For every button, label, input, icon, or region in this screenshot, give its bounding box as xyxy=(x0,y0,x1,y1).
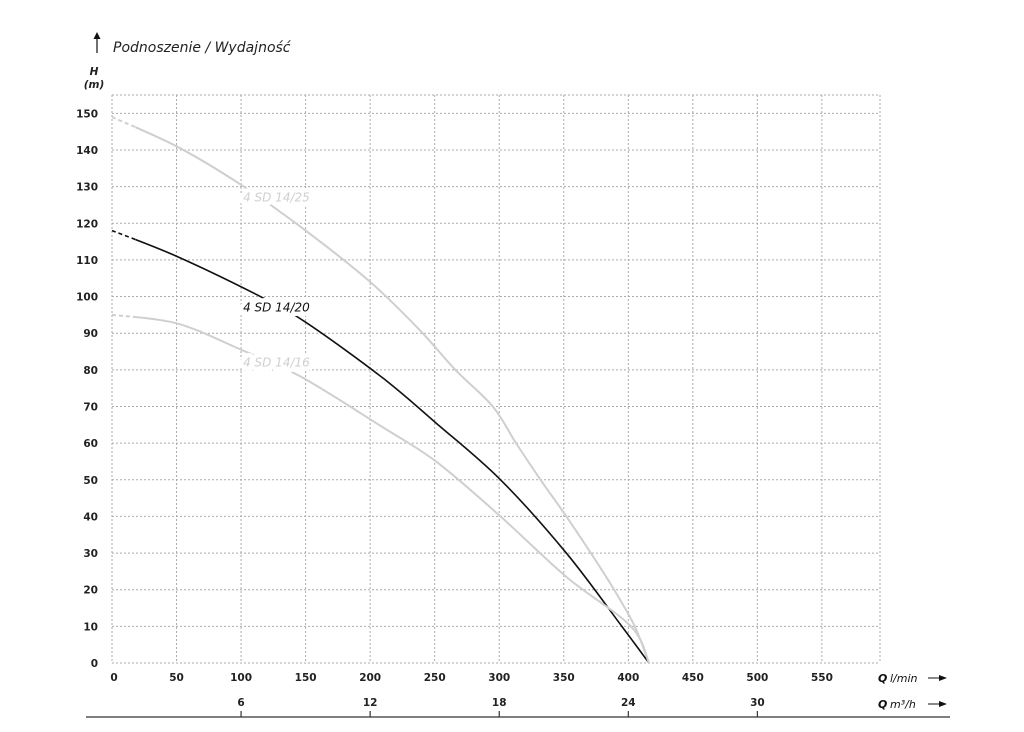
y-tick-label: 50 xyxy=(83,475,98,487)
y-tick-label: 10 xyxy=(83,621,98,633)
x-axis-label: Q xyxy=(878,672,887,685)
x2-tick-label: 18 xyxy=(492,697,507,709)
y-tick-label: 70 xyxy=(83,401,98,413)
x2-tick-label: 6 xyxy=(237,697,244,709)
y-tick-label: 100 xyxy=(76,292,98,304)
y-tick-label: 80 xyxy=(83,365,98,377)
series-line-dashed xyxy=(111,229,136,241)
curves xyxy=(111,116,650,664)
y-tick-label: 110 xyxy=(76,255,98,267)
x-tick-label: 350 xyxy=(553,672,575,684)
x-tick-label: 200 xyxy=(359,672,381,684)
x-tick-label: 300 xyxy=(488,672,510,684)
y-tick-label: 140 xyxy=(76,145,98,157)
x-tick-label: 150 xyxy=(295,672,317,684)
x-tick-labels: 0 50 100 150 200 250 300 350 400 450 500 550 xyxy=(110,672,833,684)
x-tick-label: 500 xyxy=(746,672,768,684)
x-tick-label: 550 xyxy=(811,672,833,684)
series-line xyxy=(135,238,650,664)
series-label: 4 SD 14/25 xyxy=(243,191,310,205)
y-axis-label: H xyxy=(90,66,99,78)
x2-axis-unit: m³/h xyxy=(890,698,916,711)
x-tick-label: 250 xyxy=(424,672,446,684)
series-line xyxy=(135,315,650,664)
series-line xyxy=(135,125,650,664)
y-tick-label: 20 xyxy=(83,585,98,597)
y-tick-label: 60 xyxy=(83,438,98,450)
x-tick-label: 400 xyxy=(617,672,639,684)
y-axis-unit: (m) xyxy=(84,79,105,91)
series-label: 4 SD 14/16 xyxy=(243,356,310,370)
y-tick-labels: 0 10 20 30 40 50 60 70 80 90 100 110 120 130 140 150 xyxy=(76,108,98,670)
y-tick-label: 150 xyxy=(76,108,98,120)
x-tick-label: 450 xyxy=(682,672,704,684)
right-arrow-icon xyxy=(928,701,947,707)
series-label: 4 SD 14/20 xyxy=(243,301,310,315)
curve-labels: 4 SD 14/25 4 SD 14/20 4 SD 14/16 xyxy=(239,186,315,374)
x2-tick-label: 12 xyxy=(363,697,378,709)
up-arrow-icon xyxy=(93,32,101,53)
x-axis-unit: l/min xyxy=(890,672,918,685)
x-tick-label: 0 xyxy=(110,672,117,684)
y-tick-label: 40 xyxy=(83,511,98,523)
x2-tick-label: 30 xyxy=(750,697,765,709)
y-tick-label: 130 xyxy=(76,182,98,194)
right-arrow-icon xyxy=(928,675,947,681)
x2-axis-label: Q xyxy=(878,698,887,711)
series-line-dashed xyxy=(111,313,136,318)
chart-title: Podnoszenie / Wydajność xyxy=(113,40,292,56)
y-tick-label: 90 xyxy=(83,328,98,340)
grid xyxy=(111,94,881,664)
x2-tick-label: 24 xyxy=(621,697,636,709)
y-tick-label: 30 xyxy=(83,548,98,560)
y-tick-label: 0 xyxy=(91,658,98,670)
y-tick-label: 120 xyxy=(76,218,98,230)
x2-tick-labels: 6 12 18 24 30 xyxy=(237,697,765,717)
x-tick-label: 50 xyxy=(169,672,184,684)
series-line-dashed xyxy=(111,116,136,129)
x-tick-label: 100 xyxy=(230,672,252,684)
